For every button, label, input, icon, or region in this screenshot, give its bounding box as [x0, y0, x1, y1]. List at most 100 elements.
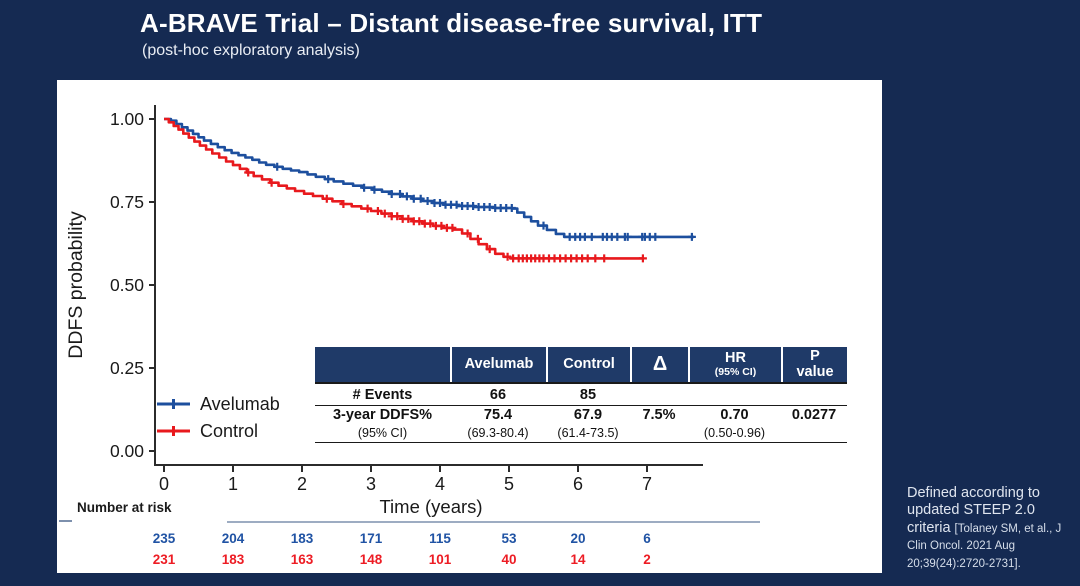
censor-mark: [273, 162, 282, 171]
stats-cell: (0.50-0.96): [703, 426, 766, 440]
stats-cell: 7.5%: [642, 407, 676, 423]
km-chart: 1.00 0.75 0.50 0.25 0.00 0 1 2 3 4 5 6 7 DDFS probabi…: [59, 105, 760, 567]
legend-marker-avelumab-icon: [157, 399, 190, 409]
stats-cell: [781, 384, 847, 405]
stats-row-events: # Events 66 85: [315, 384, 847, 406]
risk-count-avelumab: 183: [291, 531, 314, 546]
censor-mark: [360, 183, 369, 192]
y-axis-title: DDFS probability: [65, 211, 87, 359]
censor-mark: [373, 207, 382, 215]
risk-count-avelumab: 6: [643, 531, 651, 546]
stats-row-label: # Events: [352, 386, 413, 403]
censor-mark: [363, 204, 372, 213]
censor-mark: [409, 194, 418, 203]
stats-cell: 66: [489, 386, 507, 403]
km-curve-control: [164, 117, 643, 260]
stats-header-p-line2: value: [796, 363, 834, 380]
stats-cell: (69.3-80.4): [467, 426, 529, 440]
legend-label-control: Control: [200, 421, 258, 441]
censor-mark: [587, 232, 596, 241]
stats-header-p-line1: P: [810, 348, 820, 365]
x-tick-label: 2: [297, 474, 307, 494]
y-tick-label: 0.50: [110, 275, 144, 295]
stats-row-95ci: (95% CI) (69.3-80.4) (61.4-73.5) (0.50-0…: [315, 424, 847, 443]
stats-cell: [781, 424, 847, 442]
stats-header-hr: HR (95% CI): [688, 347, 781, 382]
censor-mark: [339, 200, 348, 208]
censor-mark: [436, 199, 444, 207]
censor-mark: [583, 254, 592, 263]
risk-count-avelumab: 20: [570, 531, 585, 546]
stats-row-label: (95% CI): [357, 426, 408, 440]
censor-mark: [370, 185, 379, 194]
censor-mark: [402, 192, 411, 201]
censor-mark: [404, 214, 413, 223]
risk-count-avelumab: 115: [429, 531, 451, 546]
x-tick-label: 1: [228, 474, 238, 494]
stats-cell: 0.70: [720, 407, 749, 423]
x-tick-label: 7: [642, 474, 652, 494]
censor-mark: [423, 197, 432, 205]
number-at-risk-label: Number at risk: [77, 500, 172, 515]
censor-mark: [324, 175, 333, 184]
axes: [154, 105, 703, 466]
chart-panel: 1.00 0.75 0.50 0.25 0.00 0 1 2 3 4 5 6 7 DDFS probabi…: [57, 80, 882, 573]
y-tick-label: 0.75: [110, 192, 144, 212]
censor-mark: [448, 223, 457, 232]
stats-header-blank: [315, 347, 450, 382]
stats-header-control: Control: [546, 347, 630, 382]
censor-mark: [437, 221, 446, 230]
censor-mark: [580, 232, 589, 241]
censor-mark: [485, 245, 494, 254]
risk-count-control: 148: [360, 552, 383, 567]
x-tick-label: 0: [159, 474, 169, 494]
risk-count-control: 40: [501, 552, 516, 567]
x-tick-label: 3: [366, 474, 376, 494]
censor-mark: [415, 217, 424, 226]
risk-count-control: 2: [643, 552, 651, 567]
censor-mark: [322, 194, 331, 203]
censor-mark: [613, 232, 622, 241]
stats-cell: [630, 424, 688, 442]
stats-cell: 85: [579, 386, 597, 403]
slide-subtitle: (post-hoc exploratory analysis): [142, 42, 360, 59]
stats-cell: [688, 384, 781, 405]
censor-mark: [503, 252, 512, 261]
stats-header-hr-line2: (95% CI): [714, 365, 757, 378]
censor-mark: [623, 232, 632, 241]
stats-row-3yr-ddfs: 3-year DDFS% 75.4 67.9 7.5% 0.70 0.0277: [315, 406, 847, 424]
risk-count-avelumab: 235: [153, 531, 176, 546]
censor-mark: [452, 200, 461, 209]
slide-title: A-BRAVE Trial – Distant disease-free sur…: [140, 8, 763, 38]
x-axis-title: Time (years): [379, 496, 482, 517]
censor-mark: [267, 178, 276, 187]
x-tick-label: 4: [435, 474, 445, 494]
legend-marker-control-icon: [157, 426, 190, 436]
stats-table-header: Avelumab Control Δ HR (95% CI) P value: [315, 347, 847, 384]
legend-label-avelumab: Avelumab: [200, 394, 280, 414]
censor-mark: [463, 229, 472, 238]
censor-mark: [416, 194, 425, 203]
y-tick-label: 0.00: [110, 441, 144, 461]
censor-mark: [380, 209, 389, 218]
censor-mark: [638, 254, 647, 263]
censor-mark: [651, 232, 660, 241]
km-curve-avelumab: [164, 117, 694, 239]
risk-count-avelumab: 53: [501, 531, 517, 546]
censor-mark: [507, 204, 516, 212]
censor-mark: [600, 254, 609, 263]
stats-cell: 0.0277: [791, 407, 837, 423]
stats-header-avelumab: Avelumab: [450, 347, 546, 382]
risk-count-control: 101: [429, 552, 452, 567]
stats-header-delta: Δ: [630, 347, 688, 382]
censor-mark: [473, 234, 482, 243]
censor-mark: [539, 221, 548, 230]
citation-reference: [Tolaney SM, et al., J Clin Oncol. 2021 …: [907, 522, 1062, 570]
censor-mark: [426, 219, 435, 228]
censor-mark: [687, 232, 696, 241]
stats-cell: 75.4: [483, 407, 513, 423]
x-tick-label: 6: [573, 474, 583, 494]
stats-header-pvalue: P value: [781, 347, 847, 382]
x-tick-label: 5: [504, 474, 514, 494]
